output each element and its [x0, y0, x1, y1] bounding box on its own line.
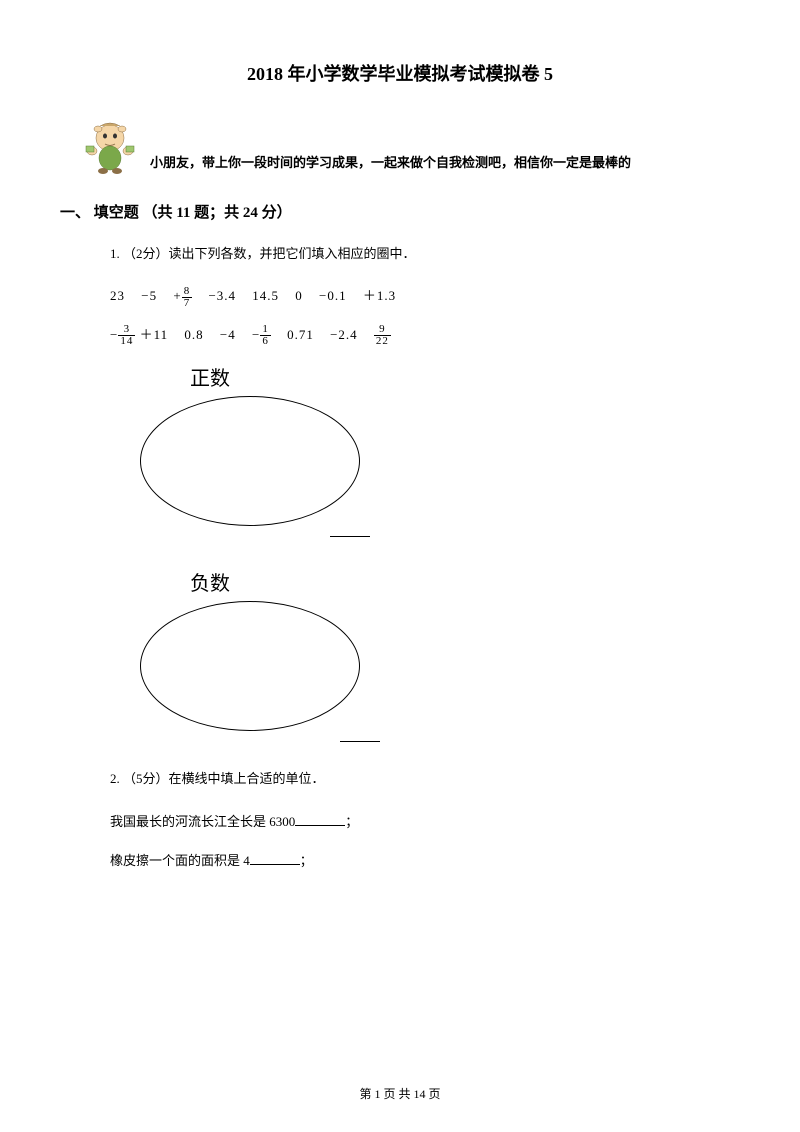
- positive-oval[interactable]: [140, 396, 360, 526]
- page-footer: 第 1 页 共 14 页: [0, 1085, 800, 1102]
- num-text: 0: [295, 288, 303, 303]
- numbers-line-2: −314 ＋11 0.8 −4 −16 0.71 −2.4 922: [110, 324, 720, 348]
- num-text: −3.4: [208, 288, 236, 303]
- question-2-text: 2. （5分）在横线中填上合适的单位．: [110, 767, 720, 790]
- num-text: −2.4: [330, 327, 358, 342]
- fraction: 922: [374, 324, 391, 347]
- intro-section: 小朋友，带上你一段时间的学习成果，一起来做个自我检测吧，相信你一定是最棒的: [80, 116, 720, 176]
- num-text: 14.5: [252, 288, 279, 303]
- answer-blank[interactable]: [295, 825, 345, 826]
- fraction: 16: [260, 324, 271, 347]
- answer-blank[interactable]: [250, 864, 300, 865]
- num-text: ＋1.3: [363, 288, 396, 303]
- positive-label: 正数: [190, 362, 720, 391]
- q2-line2-pre: 橡皮擦一个面的面积是 4: [110, 853, 250, 868]
- numbers-line-1: 23 −5 +87 −3.4 14.5 0 −0.1 ＋1.3: [110, 285, 720, 309]
- q2-line2-post: ；: [300, 853, 313, 868]
- answer-blank[interactable]: [330, 536, 370, 537]
- num-text: 0.8: [184, 327, 203, 342]
- num-text: +: [173, 288, 181, 303]
- negative-oval-container: 负数: [140, 567, 720, 731]
- intro-text: 小朋友，带上你一段时间的学习成果，一起来做个自我检测吧，相信你一定是最棒的: [150, 152, 631, 176]
- mascot-icon: [80, 116, 140, 176]
- fraction: 314: [118, 324, 135, 347]
- q2-line1-pre: 我国最长的河流长江全长是 6300: [110, 814, 295, 829]
- num-text: 23: [110, 288, 125, 303]
- question-2-line1: 我国最长的河流长江全长是 6300 ；: [110, 811, 720, 830]
- num-text: −: [110, 327, 118, 342]
- negative-label: 负数: [190, 567, 720, 596]
- answer-blank[interactable]: [340, 741, 380, 742]
- question-1-text: 1. （2分）读出下列各数，并把它们填入相应的圈中．: [110, 242, 720, 265]
- num-text: −0.1: [319, 288, 347, 303]
- q2-line1-post: ；: [345, 814, 358, 829]
- question-2-line2: 橡皮擦一个面的面积是 4 ；: [110, 850, 720, 869]
- num-text: ＋11: [140, 327, 169, 342]
- fraction: 87: [182, 286, 193, 309]
- positive-oval-container: 正数: [140, 362, 720, 526]
- num-text: 0.71: [287, 327, 314, 342]
- negative-oval[interactable]: [140, 601, 360, 731]
- section-header: 一、 填空题 （共 11 题；共 24 分）: [60, 201, 720, 222]
- num-text: −4: [220, 327, 236, 342]
- page-title: 2018 年小学数学毕业模拟考试模拟卷 5: [80, 60, 720, 86]
- num-text: −: [252, 327, 260, 342]
- num-text: −5: [141, 288, 157, 303]
